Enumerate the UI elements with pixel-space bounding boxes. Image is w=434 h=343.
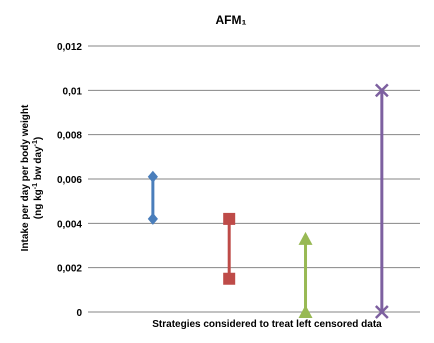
y-tick-label-0: 0	[76, 308, 82, 319]
y-tick-label-4: 0,008	[57, 131, 82, 142]
y-tick-label-2: 0,004	[57, 219, 82, 230]
y-tick-label-5: 0,01	[63, 86, 83, 97]
y-axis-unit-main: (ng kg	[33, 189, 44, 219]
y-tick-labels: 0 0,002 0,004 0,006 0,008 0,01 0,012	[57, 42, 82, 319]
series-3-high-marker	[298, 231, 313, 245]
series-4-high-marker-stroke-b	[374, 83, 389, 98]
series-4-low-marker-stroke-b	[374, 305, 389, 319]
series-4-high-marker	[374, 83, 389, 98]
y-axis-unit-sup1: -1	[32, 183, 39, 189]
series-3	[298, 231, 313, 318]
y-axis-label-line1: Intake per day per body weight	[20, 104, 31, 251]
series-2-low-marker	[223, 272, 236, 285]
y-axis-unit-sup2: -1	[32, 140, 39, 146]
y-axis-unit-end: )	[33, 137, 44, 140]
y-tick-label-6: 0,012	[57, 42, 82, 53]
series-3-low-marker	[298, 305, 313, 318]
series-2-high-marker	[223, 212, 236, 225]
series-1	[147, 170, 158, 225]
chart-title: AFM₁	[216, 13, 247, 27]
series-2	[223, 212, 236, 285]
series-4	[374, 83, 389, 319]
y-axis-label-line2: (ng kg-1 bw day-1)	[32, 137, 44, 220]
series-layer	[147, 83, 389, 319]
series-1-high-marker	[147, 170, 158, 183]
y-tick-label-1: 0,002	[57, 264, 82, 275]
series-4-low-marker	[374, 305, 389, 319]
y-tick-label-3: 0,006	[57, 175, 82, 186]
x-axis-label: Strategies considered to treat left cens…	[152, 319, 382, 330]
y-axis-unit-mid: bw day	[33, 146, 44, 183]
series-1-low-marker	[147, 212, 158, 225]
grid-layer	[88, 45, 420, 313]
